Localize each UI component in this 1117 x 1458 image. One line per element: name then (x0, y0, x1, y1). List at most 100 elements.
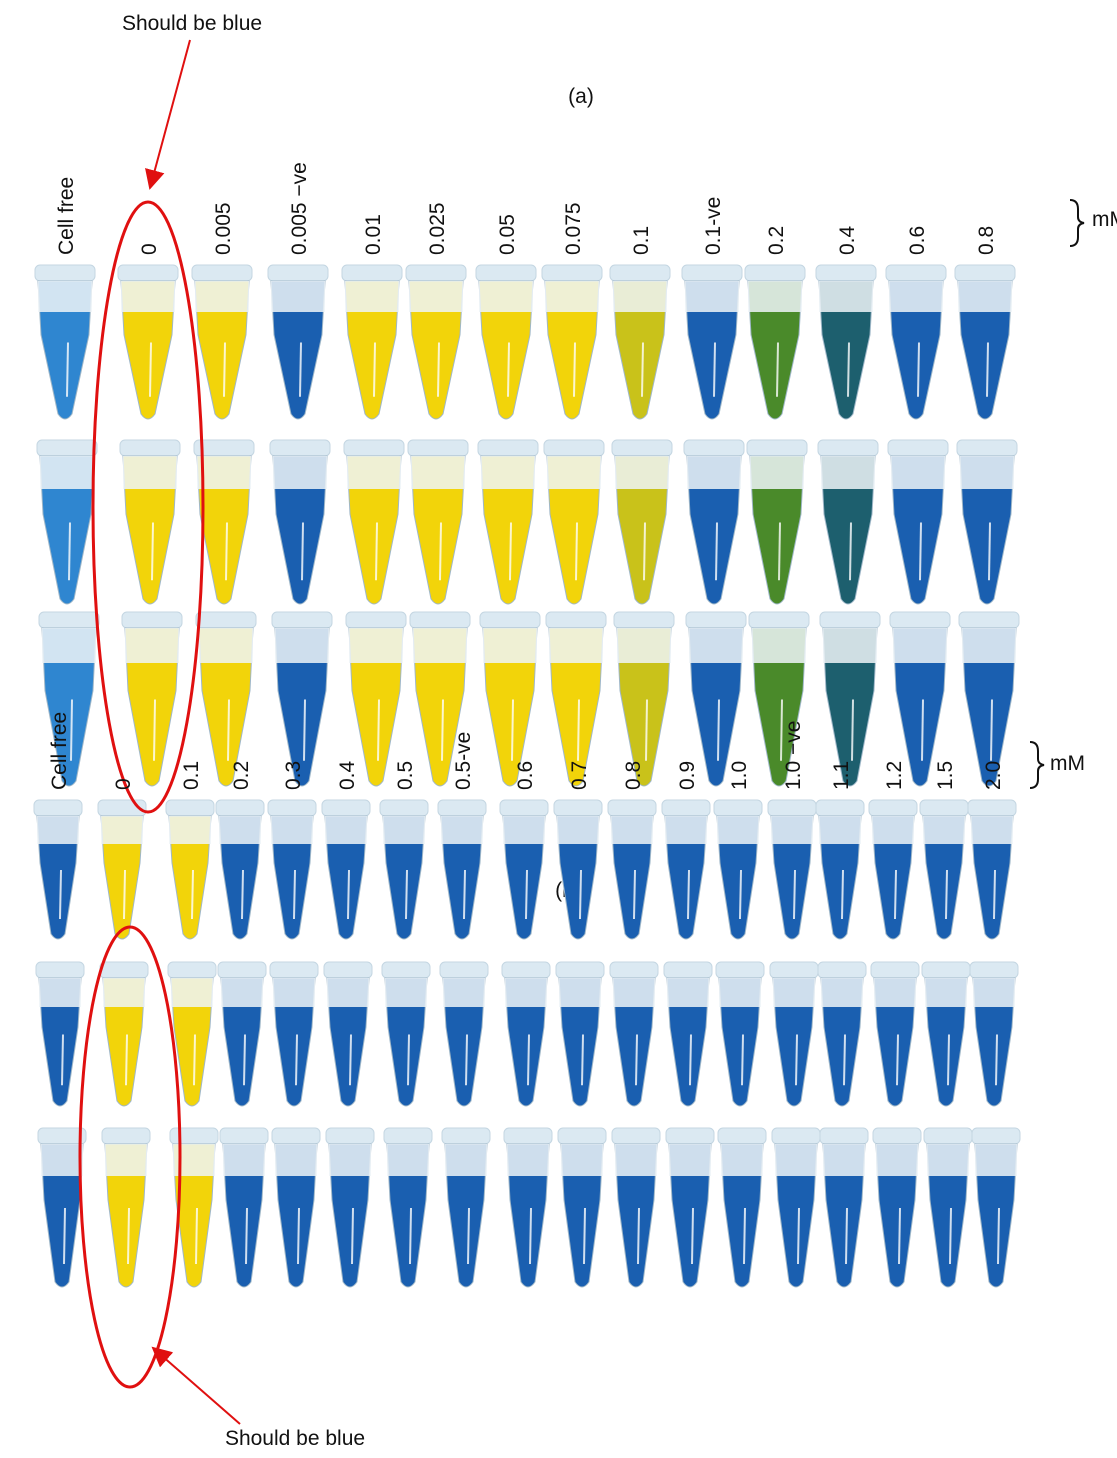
tube (872, 1127, 922, 1288)
tube-cap (919, 799, 969, 817)
tube-glare (127, 1207, 130, 1265)
tube-body (384, 977, 428, 1107)
tube-headspace (42, 628, 96, 663)
tube-headspace (923, 816, 965, 844)
column-label: 0.4 (836, 225, 859, 255)
tube-body (41, 627, 97, 787)
tube-headspace (927, 1144, 969, 1176)
tube-body (412, 627, 468, 787)
column-label: 0 (138, 243, 161, 255)
tube-glare (245, 1207, 248, 1265)
tube-headspace (507, 1144, 549, 1176)
tube-headspace (819, 281, 873, 312)
tube-body (614, 455, 670, 605)
tube-headspace (689, 628, 743, 663)
tube-headspace (773, 978, 815, 1007)
tube (769, 961, 819, 1107)
tube (499, 799, 549, 940)
tube-body (198, 627, 254, 787)
tubes (33, 264, 1021, 1288)
tube-body (348, 627, 404, 787)
tube-glare (149, 342, 152, 397)
tube-body (822, 627, 878, 787)
tube-headspace (545, 281, 599, 312)
tube-body (120, 280, 176, 420)
tube-cap (885, 264, 947, 282)
tube-headspace (479, 281, 533, 312)
tube-body (616, 627, 672, 787)
tube-headspace (223, 1144, 265, 1176)
tube-body (482, 627, 538, 787)
tube-body (544, 280, 600, 420)
tube-body (382, 815, 426, 940)
tube-glare (301, 522, 304, 581)
tube (33, 799, 83, 940)
tube-cap (819, 1127, 869, 1145)
tube-glare (739, 869, 742, 920)
tube (969, 961, 1019, 1107)
tube (817, 439, 879, 605)
tube-body (102, 977, 146, 1107)
tube-cap (748, 611, 810, 629)
tube-headspace (349, 628, 403, 663)
tube-body (560, 1143, 604, 1288)
tube-cap (341, 264, 403, 282)
tube-body (122, 455, 178, 605)
tube-body (346, 455, 402, 605)
tube-headspace (821, 978, 863, 1007)
tube-headspace (615, 1144, 657, 1176)
tube-body (408, 280, 464, 420)
tube (663, 961, 713, 1107)
tube-body (38, 977, 82, 1107)
tube-glare (776, 342, 779, 397)
tube-cap (815, 264, 877, 282)
tube-glare (241, 869, 244, 920)
tube-headspace (613, 281, 667, 312)
column-label: 0.5-ve (452, 732, 475, 790)
tube-cap (956, 439, 1018, 457)
tube-cap (101, 1127, 151, 1145)
tube (441, 1127, 491, 1288)
tube-headspace (613, 978, 655, 1007)
tube-glare (125, 1034, 128, 1086)
tube-cap (545, 611, 607, 629)
tube (868, 799, 918, 940)
tube-body (688, 627, 744, 787)
tube-headspace (483, 628, 537, 663)
tube (767, 799, 817, 940)
tube (325, 1127, 375, 1288)
tube-headspace (171, 978, 213, 1007)
tube-body (558, 977, 602, 1107)
tube-cap (117, 264, 179, 282)
tube-headspace (411, 456, 465, 489)
tube-glare (63, 1207, 66, 1265)
tube (870, 961, 920, 1107)
tube-headspace (273, 978, 315, 1007)
tube-body (747, 280, 803, 420)
tube-glare (717, 699, 720, 761)
tube (167, 961, 217, 1107)
tube-cap (557, 1127, 607, 1145)
tube-body (100, 815, 144, 940)
tube (119, 439, 181, 605)
tube (503, 1127, 553, 1288)
tube (379, 799, 429, 940)
tube-cap (541, 264, 603, 282)
tube-headspace (101, 816, 143, 844)
tube (267, 799, 317, 940)
tube (819, 1127, 869, 1288)
tube-glare (66, 342, 69, 397)
tube-cap (713, 799, 763, 817)
tube-headspace (221, 978, 263, 1007)
tube-headspace (39, 978, 81, 1007)
tube (219, 1127, 269, 1288)
tube-body (386, 1143, 430, 1288)
tube-glare (687, 869, 690, 920)
tube-glare (509, 522, 512, 581)
tube (923, 1127, 973, 1288)
tube-headspace (441, 816, 483, 844)
column-label: 1.2 (883, 761, 906, 790)
tube-glare (223, 342, 226, 397)
tube-cap (685, 611, 747, 629)
tube (609, 961, 659, 1107)
